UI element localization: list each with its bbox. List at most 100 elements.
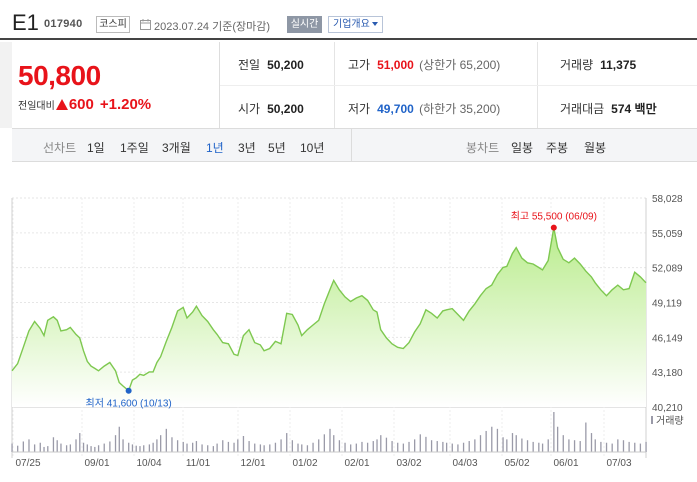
open-value: 50,200	[267, 102, 304, 116]
amount-value: 574 백만	[611, 102, 657, 116]
period-tab-3y[interactable]: 3년	[238, 141, 256, 155]
company-overview-label: 기업개요	[333, 19, 370, 30]
x-tick-label: 07/03	[606, 458, 631, 469]
volume-bar	[94, 446, 96, 452]
volume-bar	[442, 441, 444, 452]
volume-bar	[165, 428, 167, 452]
company-overview-dropdown[interactable]: 기업개요	[328, 16, 383, 33]
market-badge: 코스피	[96, 16, 130, 33]
period-tab-1w[interactable]: 1주일	[120, 141, 149, 155]
volume-bar	[291, 440, 294, 452]
volume-bar	[462, 442, 465, 452]
high-cell: 고가 51,000 (상한가 65,200)	[348, 56, 500, 73]
min-point	[125, 387, 132, 394]
volume-bar	[233, 442, 235, 452]
y-tick-label: 43,180	[652, 368, 683, 379]
volume-bar	[491, 426, 493, 452]
volume-bar	[506, 439, 508, 452]
volume-bar	[143, 445, 145, 452]
volume-bar	[585, 422, 587, 452]
volume-bar	[52, 437, 55, 452]
volume-bar	[17, 445, 19, 452]
volume-label: 거래량	[560, 58, 594, 72]
volume-bar	[547, 439, 549, 452]
price-chart[interactable]: 58,028 55,059 52,089 49,119 46,149 43,180 40,2…	[0, 190, 697, 482]
volume-bar	[515, 435, 517, 452]
candle-tab-weekly[interactable]: 주봉	[546, 141, 569, 155]
volume-bar	[474, 439, 476, 452]
volume-bar	[212, 446, 214, 452]
volume-bar	[355, 443, 357, 452]
volume-bar	[280, 439, 282, 452]
volume-bar	[568, 439, 570, 452]
period-tab-10y[interactable]: 10년	[300, 141, 325, 155]
prev-close-value: 50,200	[267, 58, 304, 72]
x-tick-label: 11/01	[186, 458, 211, 469]
volume-bar	[333, 435, 335, 452]
volume-bar	[192, 442, 194, 452]
volume-bar	[47, 446, 49, 452]
volume-bar	[318, 439, 320, 452]
y-tick-label: 55,059	[652, 229, 683, 240]
volume-bar	[479, 435, 482, 452]
x-tick-label: 03/02	[396, 458, 421, 469]
upper-limit: (상한가 65,200)	[419, 58, 501, 72]
volume-bar	[297, 443, 299, 452]
volume-bar	[122, 439, 124, 452]
volume-bar	[425, 436, 427, 452]
x-tick-label: 05/02	[504, 458, 529, 469]
volume-bar	[90, 446, 92, 452]
candle-tab-daily[interactable]: 일봉	[511, 141, 534, 155]
volume-bar	[254, 443, 256, 452]
period-tab-1d[interactable]: 1일	[87, 141, 105, 155]
volume-bar	[451, 443, 453, 452]
volume-bar	[445, 442, 448, 452]
volume-bar	[39, 442, 41, 452]
volume-bar	[562, 435, 564, 452]
volume-bar	[301, 444, 303, 452]
prev-close-cell: 전일 50,200	[238, 56, 304, 73]
stock-header: E1 017940 코스피 2023.07.24 기준(장마감) 실시간 기업개…	[0, 0, 697, 40]
calendar-icon	[140, 19, 151, 30]
volume-bar	[237, 439, 239, 452]
volume-bar	[227, 441, 230, 452]
y-tick-label: 58,028	[652, 194, 683, 205]
volume-bar	[79, 433, 81, 452]
volume-bar	[195, 441, 198, 452]
volume-bar	[485, 430, 487, 452]
amount-label: 거래대금	[560, 102, 605, 116]
volume-bar	[286, 433, 288, 452]
volume-bar	[312, 442, 314, 452]
volume-bar	[216, 443, 218, 452]
volume-bar	[553, 412, 555, 452]
volume-bar	[645, 441, 647, 452]
volume-bar	[69, 444, 72, 452]
period-tab-3m[interactable]: 3개월	[162, 141, 191, 155]
volume-bar	[532, 441, 534, 452]
volume-bar	[617, 439, 619, 452]
volume-bar	[86, 444, 88, 452]
volume-bar	[263, 445, 265, 452]
high-value: 51,000	[377, 58, 414, 72]
candle-tab-monthly[interactable]: 월봉	[584, 141, 607, 155]
volume-bar	[329, 428, 331, 452]
x-tick-label: 06/01	[553, 458, 578, 469]
volume-bar	[75, 439, 77, 452]
max-point	[550, 224, 557, 231]
volume-bar	[82, 442, 85, 452]
x-tick-label: 12/01	[240, 458, 265, 469]
period-tab-1y[interactable]: 1년	[206, 141, 224, 155]
volume-bar	[33, 444, 36, 452]
period-tab-5y[interactable]: 5년	[268, 141, 286, 155]
volume-bar	[201, 444, 203, 452]
volume-bar	[248, 441, 250, 452]
open-cell: 시가 50,200	[238, 100, 304, 117]
volume-bar	[502, 437, 504, 452]
volume-bar	[171, 437, 173, 452]
realtime-button[interactable]: 실시간	[287, 16, 322, 33]
volume-bar	[611, 443, 613, 452]
volume-bar	[538, 442, 540, 452]
volume-bar	[156, 439, 158, 452]
x-tick-label: 09/01	[84, 458, 109, 469]
volume-bar	[366, 442, 369, 452]
